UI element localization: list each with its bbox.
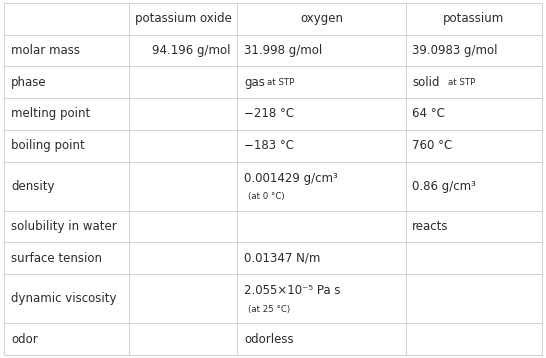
Text: melting point: melting point <box>11 107 90 120</box>
Text: 39.0983 g/mol: 39.0983 g/mol <box>412 44 498 57</box>
Text: molar mass: molar mass <box>11 44 80 57</box>
Text: at STP: at STP <box>448 78 475 87</box>
Text: odor: odor <box>11 333 38 346</box>
Text: potassium: potassium <box>443 12 505 25</box>
Text: gas: gas <box>244 76 265 89</box>
Text: boiling point: boiling point <box>11 139 85 152</box>
Text: phase: phase <box>11 76 46 89</box>
Text: odorless: odorless <box>244 333 294 346</box>
Text: 64 °C: 64 °C <box>412 107 445 120</box>
Text: −183 °C: −183 °C <box>244 139 294 152</box>
Text: 31.998 g/mol: 31.998 g/mol <box>244 44 322 57</box>
Text: dynamic viscosity: dynamic viscosity <box>11 292 116 305</box>
Text: 0.86 g/cm³: 0.86 g/cm³ <box>412 180 476 193</box>
Text: surface tension: surface tension <box>11 252 102 265</box>
Text: potassium oxide: potassium oxide <box>135 12 232 25</box>
Text: solid: solid <box>412 76 440 89</box>
Text: (at 0 °C): (at 0 °C) <box>248 193 285 202</box>
Text: oxygen: oxygen <box>300 12 343 25</box>
Text: 2.055×10⁻⁵ Pa s: 2.055×10⁻⁵ Pa s <box>244 285 340 297</box>
Text: 0.001429 g/cm³: 0.001429 g/cm³ <box>244 172 337 185</box>
Text: 760 °C: 760 °C <box>412 139 453 152</box>
Text: reacts: reacts <box>412 220 449 233</box>
Text: at STP: at STP <box>266 78 294 87</box>
Text: 0.01347 N/m: 0.01347 N/m <box>244 252 321 265</box>
Text: solubility in water: solubility in water <box>11 220 117 233</box>
Text: (at 25 °C): (at 25 °C) <box>248 305 290 314</box>
Text: 94.196 g/mol: 94.196 g/mol <box>152 44 231 57</box>
Text: −218 °C: −218 °C <box>244 107 294 120</box>
Text: density: density <box>11 180 55 193</box>
